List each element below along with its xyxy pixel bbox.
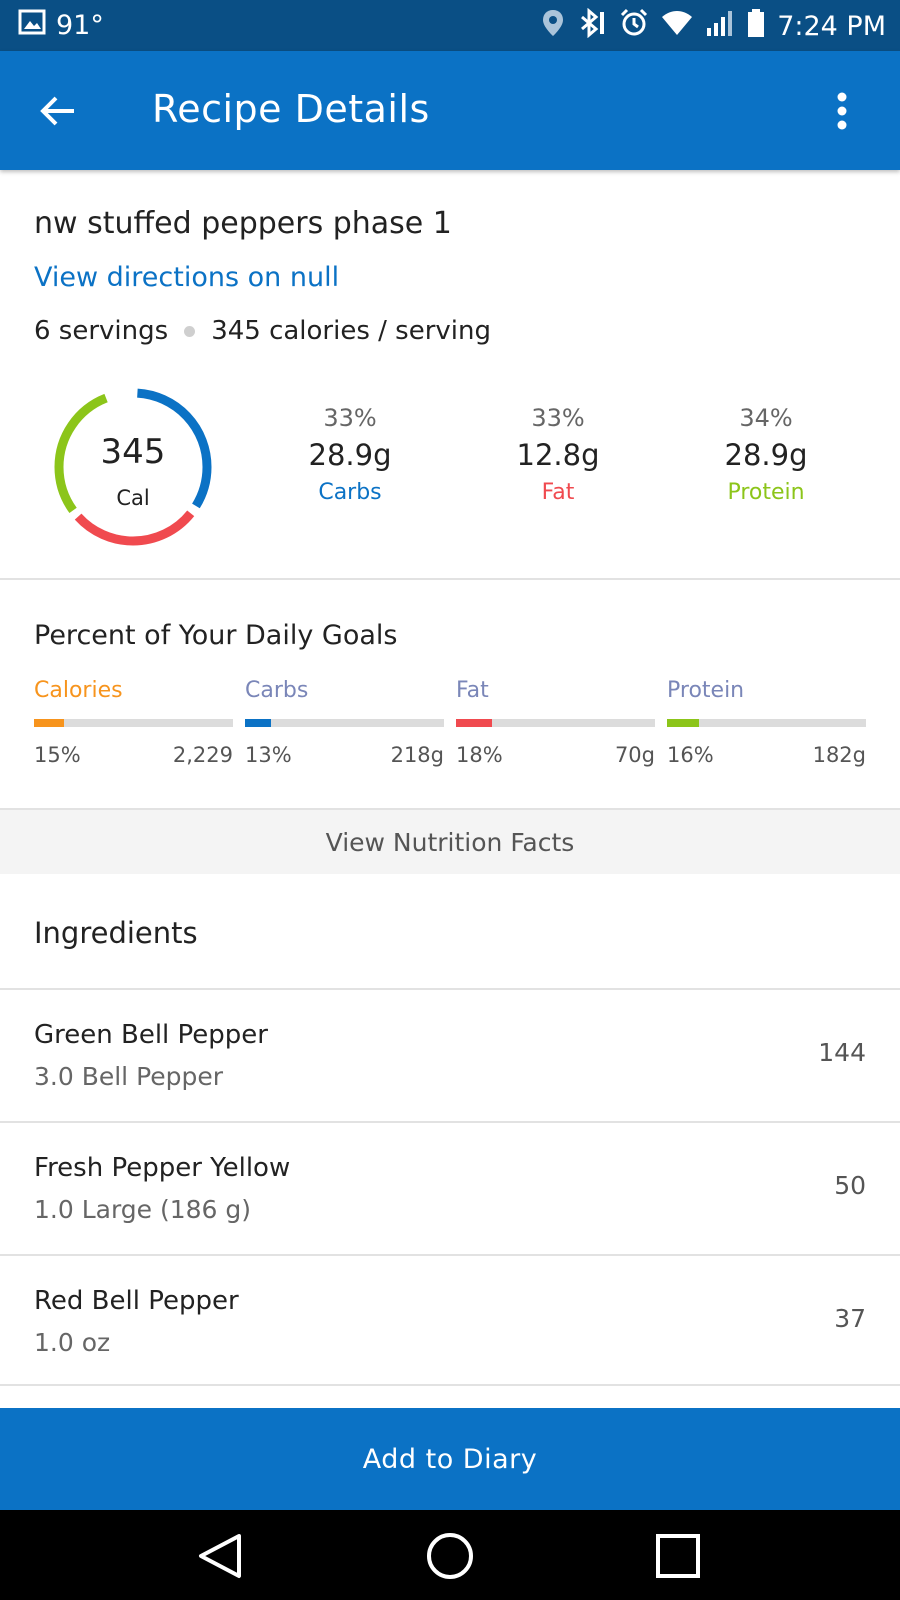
goal-percent: 18% <box>456 743 503 767</box>
page-title: Recipe Details <box>152 87 430 131</box>
goal-progress-fill <box>245 719 271 727</box>
goal-label: Calories <box>34 678 123 703</box>
goal-progress-bar <box>456 719 655 727</box>
goal-label: Protein <box>667 678 745 703</box>
battery-icon <box>747 8 765 45</box>
goal-target: 182g <box>812 743 866 767</box>
ingredient-calories: 144 <box>818 1038 866 1067</box>
ingredient-quantity: 1.0 Large (186 g) <box>34 1195 252 1224</box>
macro-grams: 12.8g <box>516 438 600 472</box>
goal-target: 2,229 <box>172 743 233 767</box>
nav-home-icon <box>427 1533 473 1579</box>
ingredient-row[interactable]: Red Bell Pepper 1.0 oz 37 <box>0 1254 900 1386</box>
nav-back-button[interactable] <box>190 1528 250 1584</box>
temperature: 91° <box>56 10 104 41</box>
ingredient-calories: 37 <box>834 1304 866 1333</box>
macro-percent: 34% <box>739 404 793 432</box>
servings-info: 6 servings 345 calories / serving <box>34 316 491 346</box>
calorie-ring-chart <box>54 388 212 546</box>
view-directions-link[interactable]: View directions on null <box>34 262 340 293</box>
ingredient-name: Fresh Pepper Yellow <box>34 1153 291 1183</box>
bluetooth-icon <box>577 7 607 45</box>
servings-count: 6 servings <box>34 316 169 346</box>
goal-calories: Calories 15% 2,229 <box>34 678 233 767</box>
signal-icon <box>705 8 735 45</box>
goal-progress-fill <box>34 719 64 727</box>
goal-progress-bar <box>667 719 866 727</box>
macro-carbs: 33% 28.9g Carbs <box>270 404 430 505</box>
ingredient-quantity: 1.0 oz <box>34 1328 111 1357</box>
alarm-icon <box>619 8 649 45</box>
goal-progress-fill <box>667 719 699 727</box>
goal-carbs: Carbs 13% 218g <box>245 678 444 767</box>
ingredient-name: Green Bell Pepper <box>34 1020 268 1050</box>
location-icon <box>541 8 565 45</box>
nav-home-button[interactable] <box>420 1528 480 1584</box>
macro-grams: 28.9g <box>724 438 808 472</box>
arrow-left-icon <box>40 96 74 126</box>
macro-label: Carbs <box>318 480 382 505</box>
wifi-icon <box>661 9 693 44</box>
app-bar: Recipe Details <box>0 51 900 170</box>
goal-progress-bar <box>245 719 444 727</box>
add-to-diary-button[interactable]: Add to Diary <box>0 1408 900 1510</box>
nav-recents-icon <box>656 1534 700 1578</box>
nav-back-icon <box>199 1534 241 1578</box>
system-nav-bar <box>0 1510 900 1600</box>
calories-total: 345 <box>100 432 166 472</box>
goal-percent: 15% <box>34 743 81 767</box>
image-icon <box>18 8 46 43</box>
dot-separator <box>184 325 196 337</box>
goal-label: Carbs <box>245 678 309 703</box>
status-bar: 91° 7:24 PM <box>0 0 900 51</box>
goal-label: Fat <box>456 678 489 703</box>
macro-protein: 34% 28.9g Protein <box>686 404 846 505</box>
ingredients-title: Ingredients <box>34 916 198 950</box>
view-nutrition-facts-button[interactable]: View Nutrition Facts <box>0 808 900 874</box>
ingredient-name: Red Bell Pepper <box>34 1286 239 1316</box>
macro-grams: 28.9g <box>308 438 392 472</box>
ingredient-row[interactable]: Green Bell Pepper 3.0 Bell Pepper 144 <box>0 988 900 1120</box>
macro-label: Protein <box>727 480 805 505</box>
calories-per-serving: 345 calories / serving <box>211 316 492 346</box>
more-vertical-icon <box>837 92 847 130</box>
clock: 7:24 PM <box>777 11 886 42</box>
divider <box>0 578 900 580</box>
daily-goals-title: Percent of Your Daily Goals <box>34 620 398 651</box>
goal-protein: Protein 16% 182g <box>667 678 866 767</box>
goal-percent: 13% <box>245 743 292 767</box>
macro-fat: 33% 12.8g Fat <box>478 404 638 505</box>
ingredient-quantity: 3.0 Bell Pepper <box>34 1062 224 1091</box>
goal-target: 218g <box>390 743 444 767</box>
calories-unit: Cal <box>116 486 150 510</box>
goal-percent: 16% <box>667 743 714 767</box>
back-button[interactable] <box>30 83 86 139</box>
goal-progress-bar <box>34 719 233 727</box>
goal-progress-fill <box>456 719 492 727</box>
recipe-name: nw stuffed peppers phase 1 <box>34 206 452 241</box>
goal-target: 70g <box>614 743 655 767</box>
more-options-button[interactable] <box>824 85 860 137</box>
macro-percent: 33% <box>531 404 585 432</box>
ingredient-row[interactable]: Fresh Pepper Yellow 1.0 Large (186 g) 50 <box>0 1121 900 1253</box>
nav-recents-button[interactable] <box>648 1528 708 1584</box>
macro-percent: 33% <box>323 404 377 432</box>
macro-label: Fat <box>541 480 575 505</box>
ingredient-calories: 50 <box>834 1171 866 1200</box>
goal-fat: Fat 18% 70g <box>456 678 655 767</box>
